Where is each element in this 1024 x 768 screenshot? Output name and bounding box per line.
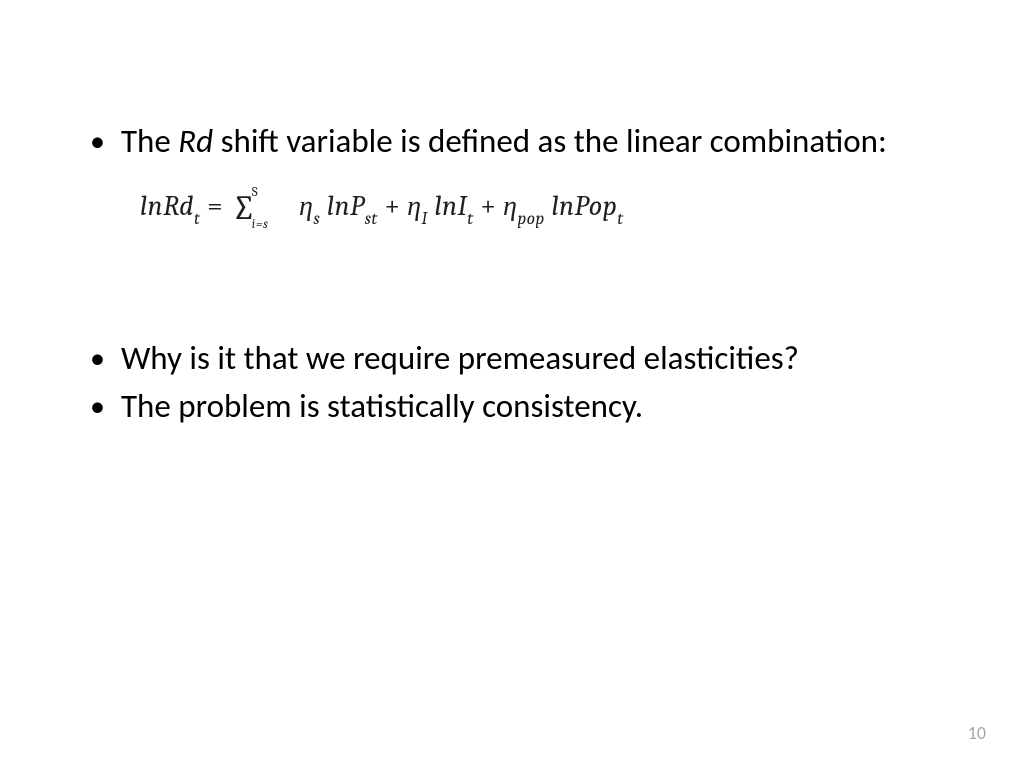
t3-var: Pop: [575, 190, 618, 222]
lhs-fn: ln: [140, 190, 163, 222]
plus2: +: [480, 190, 503, 222]
bullet-1-text: The Rd shift variable is defined as the …: [121, 120, 887, 162]
bullet-2: • Why is it that we require premeasured …: [90, 337, 934, 379]
bullet-dot-icon: •: [90, 122, 105, 161]
bullet-1-post: shift variable is defined as the linear …: [213, 121, 887, 161]
t3-fn: ln: [551, 190, 574, 222]
page-number: 10: [968, 722, 986, 744]
t1-fn: ln: [327, 190, 350, 222]
bullet-1: • The Rd shift variable is defined as th…: [90, 120, 934, 162]
bullet-3: • The problem is statistically consisten…: [90, 385, 934, 427]
slide: • The Rd shift variable is defined as th…: [0, 0, 1024, 768]
bullet-2-text: Why is it that we require premeasured el…: [121, 337, 799, 379]
eta3: η: [503, 190, 517, 222]
bullet-1-pre: The: [121, 121, 178, 161]
equals: =: [207, 190, 230, 222]
t3-sub: t: [617, 209, 623, 229]
sum-upper: S: [252, 185, 258, 200]
sum-lower: i=s: [252, 217, 269, 232]
lhs-var: Rd: [163, 190, 194, 222]
eta1-sub: s: [313, 209, 320, 229]
bullet-1-em: Rd: [178, 121, 213, 161]
t1-sub: st: [365, 209, 378, 229]
eta3-sub: pop: [517, 209, 544, 229]
bullet-dot-icon: •: [90, 387, 105, 426]
formula: lnRdt = ∑ S i=s ηs lnPst + ηI lnIt + ηpo…: [140, 190, 934, 227]
t2-sub: t: [467, 209, 473, 229]
summation-icon: ∑ S i=s: [232, 191, 257, 226]
plus1: +: [384, 190, 407, 222]
t2-fn: ln: [434, 190, 457, 222]
t2-var: I: [458, 190, 468, 222]
eta2: η: [407, 190, 421, 222]
bullet-3-text: The problem is statistically consistency…: [121, 385, 643, 427]
eta2-sub: I: [422, 209, 428, 229]
lhs-sub: t: [194, 209, 200, 229]
t1-var: P: [350, 190, 365, 222]
eta1: η: [299, 190, 313, 222]
bullet-dot-icon: •: [90, 339, 105, 378]
